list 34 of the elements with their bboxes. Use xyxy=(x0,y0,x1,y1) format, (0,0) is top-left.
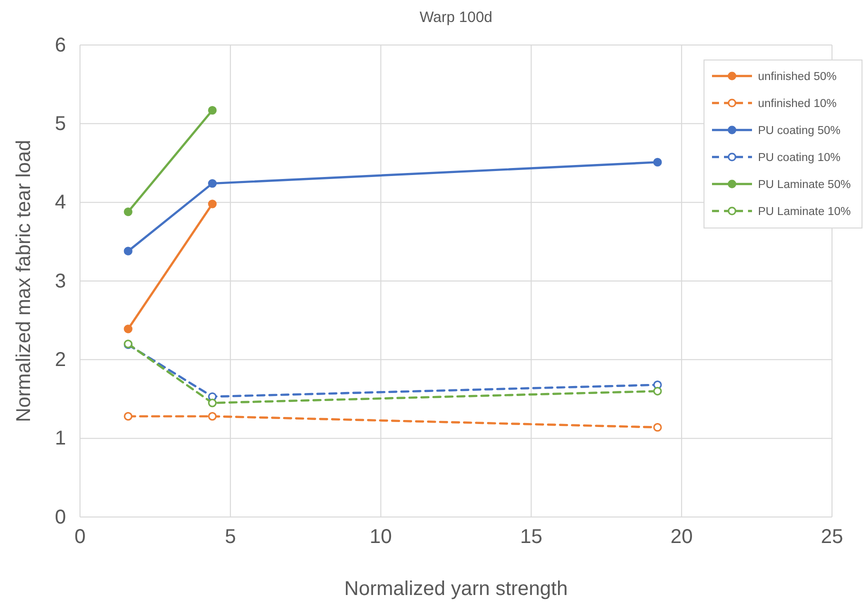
point xyxy=(208,106,217,115)
point xyxy=(208,200,217,208)
x-tick-label: 20 xyxy=(670,526,693,548)
x-tick-label: 0 xyxy=(74,526,86,548)
y-tick-label: 5 xyxy=(54,113,66,136)
point xyxy=(208,179,217,188)
y-tick-label: 6 xyxy=(54,34,66,56)
point xyxy=(124,324,132,334)
x-tick-label: 25 xyxy=(820,526,844,548)
legend-label: PU coating 50% xyxy=(758,125,840,137)
y-tick-label: 3 xyxy=(54,270,66,292)
legend-label: PU coating 10% xyxy=(758,152,840,164)
legend-label: PU Laminate 50% xyxy=(758,179,851,191)
y-tick-label: 4 xyxy=(54,192,66,214)
point xyxy=(653,386,662,396)
point xyxy=(208,398,217,408)
chart-title: Warp 100d xyxy=(420,9,492,26)
legend-label: unfinished 10% xyxy=(758,98,837,110)
x-tick-label: 5 xyxy=(224,526,236,548)
point xyxy=(124,412,132,421)
point xyxy=(653,158,662,167)
x-axis-title: Normalized yarn strength xyxy=(344,578,568,600)
y-tick-label: 1 xyxy=(54,428,66,450)
point xyxy=(653,423,662,432)
point xyxy=(208,412,217,421)
legend-label: unfinished 50% xyxy=(758,71,837,83)
y-axis-title: Normalized max fabric tear load xyxy=(13,140,35,422)
y-tick-label: 2 xyxy=(54,349,66,372)
legend-label: PU Laminate 10% xyxy=(758,206,851,218)
point xyxy=(124,207,132,216)
x-tick-label: 15 xyxy=(520,526,542,548)
x-tick-label: 10 xyxy=(370,526,392,548)
point xyxy=(124,246,132,256)
y-tick-label: 0 xyxy=(54,506,66,528)
